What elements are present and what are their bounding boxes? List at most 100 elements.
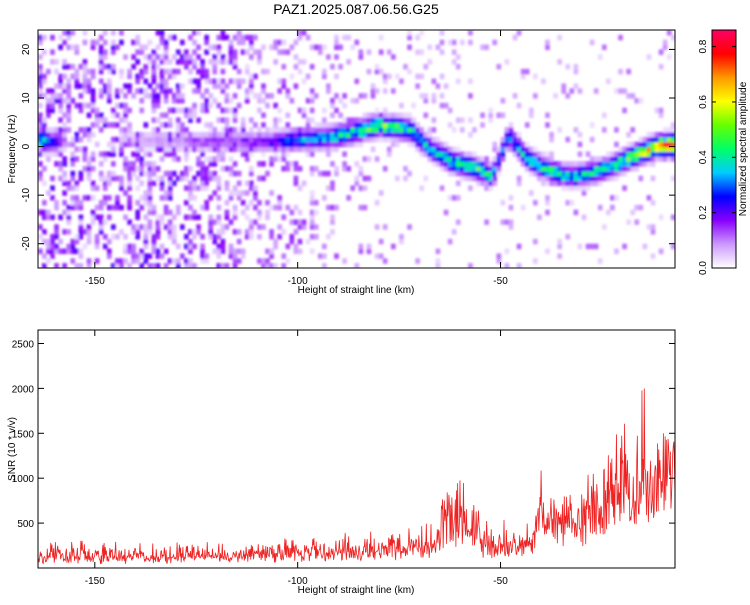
spectrogram-cell [98,88,104,94]
spectrogram-cell [123,141,128,148]
spectrogram-cell [338,98,343,104]
spectrogram-cell [236,238,242,245]
spectrogram-cell [362,175,368,182]
spectrogram-cell [419,151,425,157]
spectrogram-cell [662,141,668,148]
spectrogram-cell [143,161,149,167]
spectrogram-cell [58,151,63,157]
spectrogram-cell [358,166,364,172]
spectrogram-cell [236,258,242,264]
spectrogram-cell [374,200,380,206]
spectrogram-cell [257,258,262,264]
spectrogram-cell [626,219,631,225]
spectrogram-cell [277,117,283,123]
spectrogram-cell [244,229,250,235]
spectrogram-cell [516,175,522,182]
spectrogram-cell [508,224,514,230]
colorbar-label: Normalized spectral amplitude [738,81,749,216]
spectrogram-cell [106,151,112,157]
spectrogram-cell [42,263,47,268]
spectrogram-cell [102,156,108,162]
spectrogram-cell [163,195,169,201]
spectrogram-cell [362,117,368,123]
spectrogram-cell [200,175,205,182]
spectrogram-cell [232,141,238,148]
spectrogram-cell [135,132,141,138]
spectrogram-cell [346,136,352,143]
spectrogram-cell [273,263,278,268]
spectrogram-cell [86,132,92,138]
spectrogram-cell [439,73,445,80]
spectrogram-cell [541,78,546,85]
spectrogram-cell [151,170,157,177]
spectrogram-cell [597,180,603,187]
spectrogram-cell [342,117,347,123]
spectrogram-cell [634,151,640,157]
spectrogram-cell [350,44,356,51]
spectrogram-cell [423,175,429,182]
spectrogram-cell [200,166,205,172]
spectrogram-cell [208,175,214,182]
spectrogram-cell [171,151,177,157]
spectrogram-cell [147,229,153,235]
spectrogram-cell [167,234,173,240]
spectrogram-cell [151,166,157,172]
spectrogram-cell [427,136,433,143]
spectrogram-cell [646,195,652,201]
spectrogram-cell [171,93,177,99]
spectrogram-cell [423,151,429,157]
spectrogram-cell [390,132,396,138]
spectrogram-cell [293,127,299,133]
spectrogram-cell [399,122,404,128]
spectrogram-cell [541,151,546,157]
spectrogram-cell [180,253,185,259]
spectrogram-cell [115,136,120,143]
spectrogram-cell [216,185,222,191]
spectrogram-cell [532,146,538,153]
spectrogram-cell [54,248,59,255]
spectrogram-cell [309,98,315,104]
spectrogram-cell [399,78,404,85]
spectrogram-cell [244,146,250,153]
spectrogram-cell [630,156,636,162]
spectrogram-cell [184,214,189,221]
colorbar-tick-label: 0.2 [698,205,709,219]
spectrogram-cell [175,132,181,138]
spectrogram-cell [163,136,169,143]
spectrogram-cell [253,219,258,225]
spectrogram-cell [480,175,485,182]
spectrogram-cell [634,204,640,211]
spectrogram-cell [175,59,181,65]
spectrogram-cell [557,175,562,182]
spectrogram-cell [431,127,437,133]
spectrogram-cell [322,127,327,133]
spectrogram-cell [147,200,153,206]
spectrogram-cell [171,224,177,230]
spectrogram-cell [98,117,104,123]
spectrogram-cell [119,136,124,143]
spectrogram-cell [192,64,197,70]
spectrogram-cell [90,166,96,172]
spectrogram-cell [42,146,47,153]
spectrogram-cell [38,209,43,216]
spectrogram-cell [70,156,76,162]
spectrogram-cell [94,112,100,119]
spectrogram-cell [119,132,124,138]
spectrogram-cell [139,73,145,80]
spectrogram-cell [54,59,59,65]
spectrogram-cell [601,156,607,162]
spectrogram-cell [585,161,591,167]
spectrogram-cell [163,54,169,60]
spectrogram-cell [610,175,615,182]
spectrogram-cell [102,180,108,187]
spectrogram-cell [123,258,128,264]
spectrogram-cell [577,151,583,157]
spectrogram-cell [386,49,392,55]
spectrogram-cell [62,229,67,235]
spectrogram-cell [212,161,218,167]
spectrogram-cell [42,73,47,80]
spectrogram-cell [261,132,266,138]
spectrogram-cell [520,151,526,157]
spectrogram-cell [167,195,173,201]
spectrogram-cell [62,190,67,196]
